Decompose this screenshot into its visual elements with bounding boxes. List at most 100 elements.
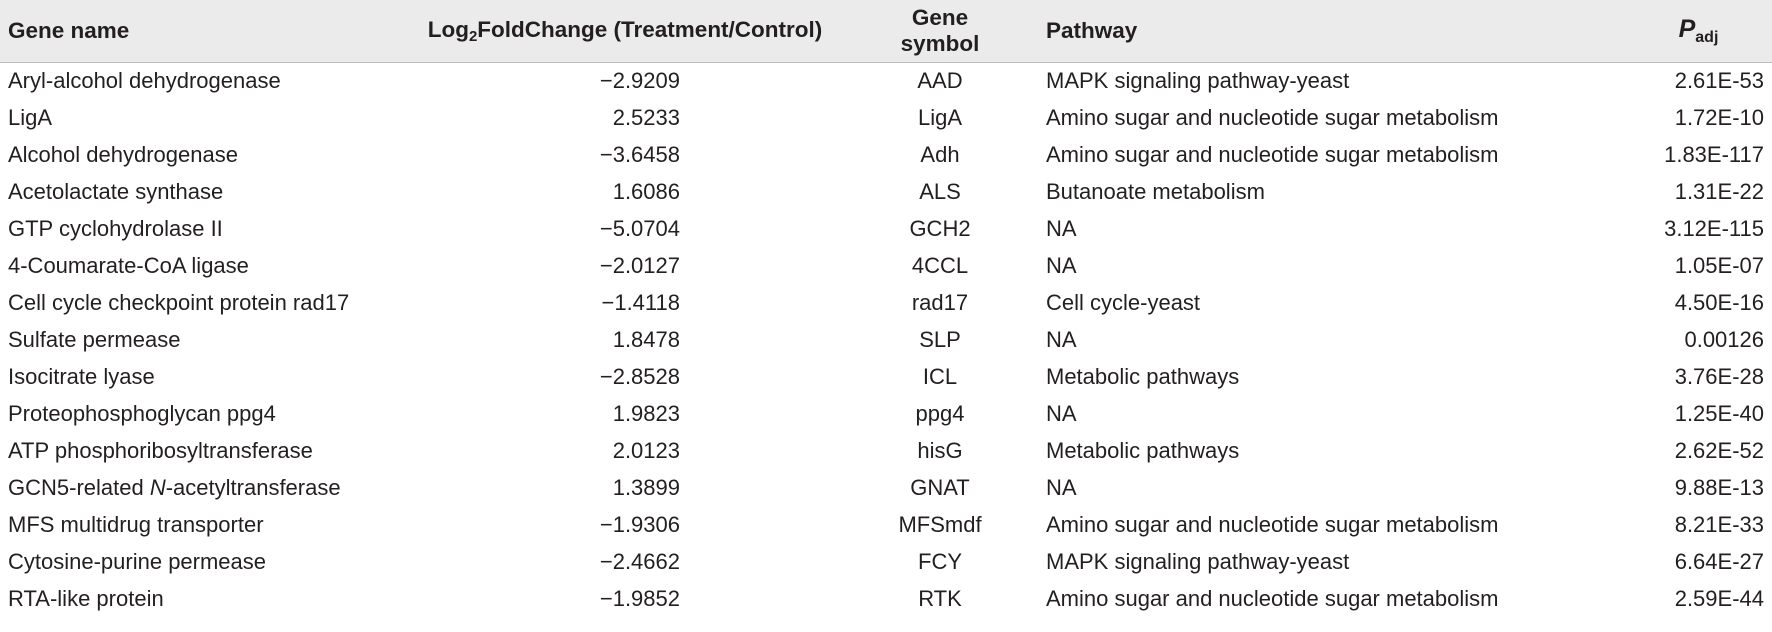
cell-log2-fold-change: −2.9209 <box>599 67 680 93</box>
cell-gene-name: GTP cyclohydrolase II <box>8 215 223 241</box>
table-row: LigA 2.5233 LigA Amino sugar and nucleotide… <box>0 99 1772 136</box>
cell-log2-fold-change: −1.4118 <box>601 289 680 315</box>
cell-p-adj: 1.31E-22 <box>1674 178 1764 204</box>
cell-log2-fold-change: −5.0704 <box>599 215 680 241</box>
cell-gene-name: 4-Coumarate-CoA ligase <box>8 252 249 278</box>
table-row: Sulfate permease 1.8478 SLP NA 0.00126 <box>0 321 1772 358</box>
cell-gene-symbol: SLP <box>919 326 961 352</box>
cell-pathway: MAPK signaling pathway-yeast <box>1046 548 1350 574</box>
cell-gene-name-part: GCN5-related <box>8 474 150 500</box>
header-fc-subscript: 2 <box>468 27 478 45</box>
cell-pathway: NA <box>1046 326 1077 352</box>
cell-gene-name: Sulfate permease <box>8 326 181 352</box>
cell-p-adj: 2.59E-44 <box>1674 585 1764 611</box>
cell-gene-symbol: LigA <box>917 104 963 130</box>
cell-log2-fold-change: −3.6458 <box>599 141 680 167</box>
cell-gene-symbol: rad17 <box>911 289 969 315</box>
gene-expression-table: Gene name Log2FoldChange (Treatment/Cont… <box>0 0 1772 617</box>
cell-gene-symbol: ALS <box>919 178 961 204</box>
cell-gene-symbol: Adh <box>920 141 960 167</box>
cell-gene-symbol: GCH2 <box>909 215 971 241</box>
table-row: GTP cyclohydrolase II −5.0704 GCH2 NA 3.12E-… <box>0 210 1772 247</box>
cell-p-adj: 0.00126 <box>1684 326 1764 352</box>
cell-log2-fold-change: 2.0123 <box>612 437 680 463</box>
table-row: 4-Coumarate-CoA ligase −2.0127 4CCL NA 1.05E… <box>0 247 1772 284</box>
cell-pathway: Amino sugar and nucleotide sugar metabol… <box>1046 511 1499 537</box>
cell-gene-name: GCN5-related N-acetyltransferase <box>0 469 380 506</box>
cell-p-adj: 1.72E-10 <box>1674 104 1764 130</box>
cell-gene-symbol: hisG <box>917 437 963 463</box>
cell-p-adj: 1.25E-40 <box>1674 400 1764 426</box>
cell-gene-symbol: 4CCL <box>911 252 969 278</box>
cell-log2-fold-change: −2.8528 <box>599 363 680 389</box>
cell-gene-name-italic: N <box>149 474 166 500</box>
cell-pathway: Metabolic pathways <box>1046 437 1240 463</box>
cell-gene-name: Aryl-alcohol dehydrogenase <box>8 67 281 93</box>
cell-gene-symbol: FCY <box>918 548 962 574</box>
table-header: Gene name Log2FoldChange (Treatment/Cont… <box>0 0 1772 63</box>
table-row: ATP phosphoribosyltransferase 2.0123 hisG M… <box>0 432 1772 469</box>
table-row: Isocitrate lyase −2.8528 ICL Metabolic path… <box>0 358 1772 395</box>
cell-gene-symbol: AAD <box>917 67 963 93</box>
cell-pathway: NA <box>1046 400 1077 426</box>
header-p-main: P <box>1678 14 1696 43</box>
cell-log2-fold-change: 1.6086 <box>612 178 680 204</box>
table-row: Alcohol dehydrogenase −3.6458 Adh Amino sug… <box>0 136 1772 173</box>
cell-p-adj: 6.64E-27 <box>1674 548 1764 574</box>
header-row: Gene name Log2FoldChange (Treatment/Cont… <box>0 0 1772 63</box>
cell-gene-name: Alcohol dehydrogenase <box>8 141 238 167</box>
cell-gene-symbol: MFSmdf <box>898 511 982 537</box>
cell-log2-fold-change: 1.8478 <box>612 326 680 352</box>
header-gene-symbol: Gene symbol <box>870 0 1010 63</box>
header-gene-name: Gene name <box>0 0 380 63</box>
header-fc-suffix: FoldChange (Treatment/Control) <box>477 16 823 42</box>
cell-p-adj: 9.88E-13 <box>1674 474 1764 500</box>
cell-gene-symbol: GNAT <box>910 474 970 500</box>
table-row: Aryl-alcohol dehydrogenase −2.9209 AAD MAPK… <box>0 62 1772 99</box>
cell-pathway: Metabolic pathways <box>1046 363 1240 389</box>
cell-pathway: NA <box>1046 474 1077 500</box>
cell-gene-name: MFS multidrug transporter <box>8 511 264 537</box>
cell-gene-name: Proteophosphoglycan ppg4 <box>8 400 276 426</box>
cell-p-adj: 1.83E-117 <box>1664 141 1764 167</box>
header-fc-prefix: Log <box>427 16 469 42</box>
cell-log2-fold-change: −1.9852 <box>599 585 680 611</box>
cell-gene-symbol: ICL <box>922 363 958 389</box>
cell-gene-symbol: RTK <box>918 585 962 611</box>
header-p-adj: Padj <box>1545 0 1772 63</box>
cell-pathway: Amino sugar and nucleotide sugar metabol… <box>1046 104 1499 130</box>
table-row: Proteophosphoglycan ppg4 1.9823 ppg4 NA 1.25… <box>0 395 1772 432</box>
cell-p-adj: 3.76E-28 <box>1674 363 1764 389</box>
cell-log2-fold-change: −2.4662 <box>599 548 680 574</box>
table-row: Cytosine-purine permease −2.4662 FCY MAPK s… <box>0 543 1772 580</box>
cell-log2-fold-change: −2.0127 <box>599 252 680 278</box>
cell-gene-name: Acetolactate synthase <box>8 178 224 204</box>
cell-pathway: Amino sugar and nucleotide sugar metabol… <box>1046 585 1499 611</box>
cell-p-adj: 1.05E-07 <box>1674 252 1764 278</box>
table-row: Acetolactate synthase 1.6086 ALS Butanoate … <box>0 173 1772 210</box>
table-row: Cell cycle checkpoint protein rad17 −1.41… <box>0 284 1772 321</box>
cell-pathway: Cell cycle-yeast <box>1046 289 1201 315</box>
cell-log2-fold-change: 1.3899 <box>612 474 680 500</box>
cell-log2-fold-change: 2.5233 <box>612 104 680 130</box>
cell-log2-fold-change: −1.9306 <box>599 511 680 537</box>
cell-p-adj: 8.21E-33 <box>1674 511 1764 537</box>
cell-log2-fold-change: 1.9823 <box>612 400 680 426</box>
cell-gene-name: RTA-like protein <box>8 585 164 611</box>
cell-pathway: Amino sugar and nucleotide sugar metabol… <box>1046 141 1499 167</box>
table-row: MFS multidrug transporter −1.9306 MFSmdf Am… <box>0 506 1772 543</box>
cell-p-adj: 2.61E-53 <box>1674 67 1764 93</box>
cell-p-adj: 4.50E-16 <box>1674 289 1764 315</box>
cell-pathway: MAPK signaling pathway-yeast <box>1046 67 1350 93</box>
cell-gene-name: Isocitrate lyase <box>8 363 155 389</box>
header-log2-fold-change: Log2FoldChange (Treatment/Control) <box>380 0 870 63</box>
cell-gene-name: Cell cycle checkpoint protein rad17 <box>8 289 350 315</box>
header-pathway: Pathway <box>1010 0 1545 63</box>
cell-gene-name-part: -acetyltransferase <box>165 474 341 500</box>
cell-gene-name: LigA <box>8 104 53 130</box>
cell-gene-name: ATP phosphoribosyltransferase <box>8 437 313 463</box>
cell-gene-symbol: ppg4 <box>915 400 965 426</box>
table-row: RTA-like protein −1.9852 RTK Amino sugar an… <box>0 580 1772 617</box>
cell-p-adj: 3.12E-115 <box>1664 215 1764 241</box>
